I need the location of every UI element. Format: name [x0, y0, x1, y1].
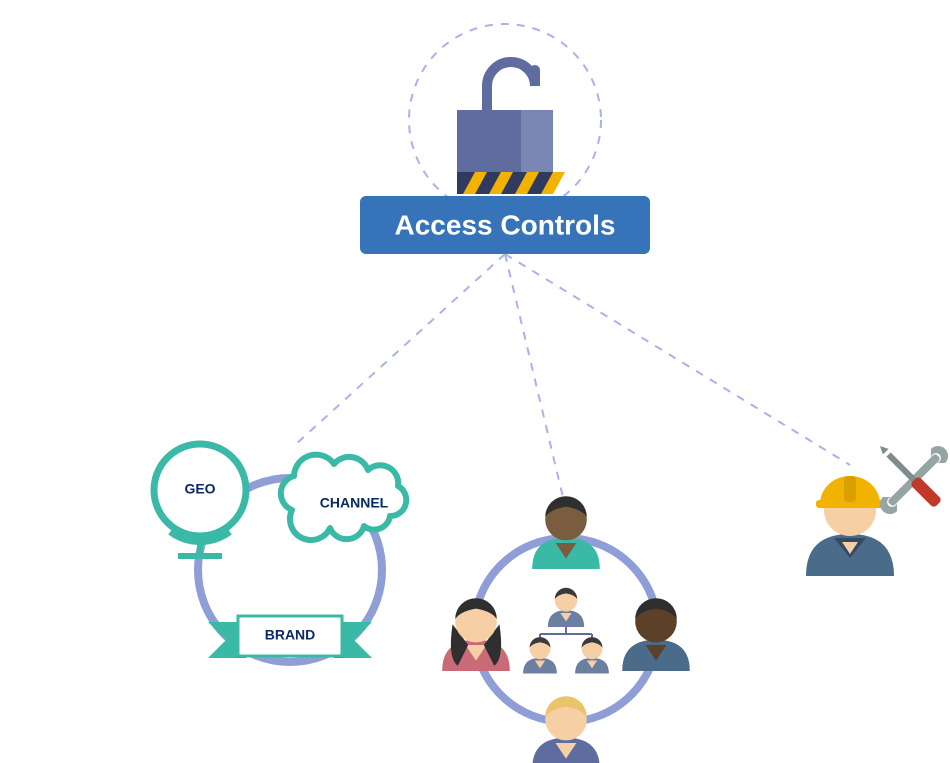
connector-line-1 — [505, 254, 566, 510]
worker-icon — [806, 476, 894, 576]
hierarchy-icon — [523, 588, 609, 674]
person-icon — [575, 637, 609, 673]
brand-badge: BRAND — [208, 616, 372, 658]
person-icon — [532, 696, 600, 763]
person-icon — [523, 637, 557, 673]
person-icon — [532, 496, 600, 569]
brand-label: BRAND — [265, 627, 316, 643]
person-icon — [548, 588, 584, 627]
person-icon — [622, 598, 690, 671]
tools-icon — [876, 442, 950, 518]
geo-badge: GEO — [154, 444, 246, 556]
geo-label: GEO — [184, 481, 215, 497]
connector-line-0 — [295, 254, 505, 445]
channel-badge: CHANNEL — [281, 455, 406, 540]
title-text: Access Controls — [395, 209, 616, 240]
person-icon — [442, 598, 510, 671]
connector-line-2 — [505, 254, 850, 465]
lock-icon — [457, 62, 565, 194]
channel-label: CHANNEL — [320, 495, 389, 511]
